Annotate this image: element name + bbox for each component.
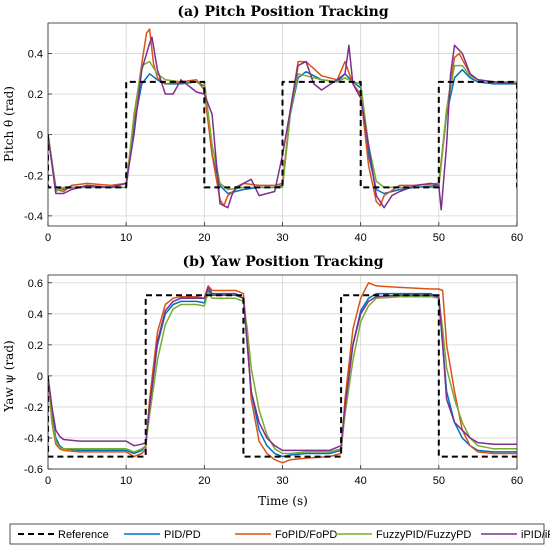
yaw-series-reference [48, 294, 517, 458]
yaw-y-axis-label: Yaw ψ (rad) [2, 340, 16, 412]
pitch-y-tick-label: -0.4 [24, 211, 43, 223]
pitch-y-tick-label: 0 [37, 130, 43, 142]
legend: Reference PID/PD FoPID/FoPD FuzzyPID/FuzzyP… [9, 523, 550, 545]
yaw-y-tick-label: -0.2 [24, 402, 43, 414]
yaw-y-tick-label: 0.4 [28, 309, 43, 321]
pitch-y-tick-label: 0.4 [28, 48, 43, 60]
pitch-x-tick-label: 40 [355, 232, 367, 244]
pitch-series-ipid-ipd [48, 36, 517, 211]
yaw-x-tick-label: 0 [45, 475, 51, 487]
pitch-x-tick-label: 60 [511, 232, 523, 244]
yaw-x-axis-label: Time (s) [258, 494, 308, 508]
yaw-y-tick-label: -0.6 [24, 464, 43, 476]
yaw-x-tick-label: 60 [511, 475, 523, 487]
yaw-x-tick-label: 20 [198, 475, 210, 487]
legend-label-fuzzypid-fuzzypd: FuzzyPID/FuzzyPD [376, 529, 471, 541]
yaw-x-tick-label: 30 [276, 475, 288, 487]
yaw-series-fopid-fopd [48, 282, 517, 464]
pitch-panel: (a) Pitch Position Tracking Pitch θ (rad… [2, 4, 523, 244]
yaw-axes-frame [47, 274, 518, 470]
legend-box [9, 523, 545, 545]
legend-label-ipid-ipd: iPID/iPD [521, 529, 550, 541]
pitch-series-reference [48, 80, 517, 189]
legend-label-fopid-fopd: FoPID/FoPD [275, 529, 337, 541]
pitch-y-tick-label: 0.2 [28, 89, 43, 101]
yaw-chart-title: (b) Yaw Position Tracking [182, 254, 383, 270]
pitch-y-axis-label: Pitch θ (rad) [2, 86, 16, 162]
yaw-y-tick-label: 0.6 [28, 278, 43, 290]
legend-label-pid-pd: PID/PD [164, 529, 201, 541]
pitch-x-tick-label: 50 [433, 232, 445, 244]
pitch-x-tick-label: 30 [276, 232, 288, 244]
yaw-x-tick-label: 40 [355, 475, 367, 487]
yaw-panel: (b) Yaw Position Tracking Yaw ψ (rad) Ti… [2, 254, 523, 508]
pitch-axes-frame [47, 22, 518, 227]
pitch-x-tick-label: 0 [45, 232, 51, 244]
yaw-y-tick-label: 0 [37, 371, 43, 383]
yaw-y-tick-label: -0.4 [24, 433, 43, 445]
yaw-x-tick-label: 10 [120, 475, 132, 487]
legend-label-reference: Reference [58, 529, 109, 541]
pitch-chart-title: (a) Pitch Position Tracking [177, 4, 389, 20]
pitch-y-tick-label: -0.2 [24, 170, 43, 182]
yaw-series-ipid-ipd [48, 286, 517, 452]
yaw-y-tick-label: 0.2 [28, 340, 43, 352]
yaw-x-tick-label: 50 [433, 475, 445, 487]
pitch-x-tick-label: 20 [198, 232, 210, 244]
pitch-x-tick-label: 10 [120, 232, 132, 244]
